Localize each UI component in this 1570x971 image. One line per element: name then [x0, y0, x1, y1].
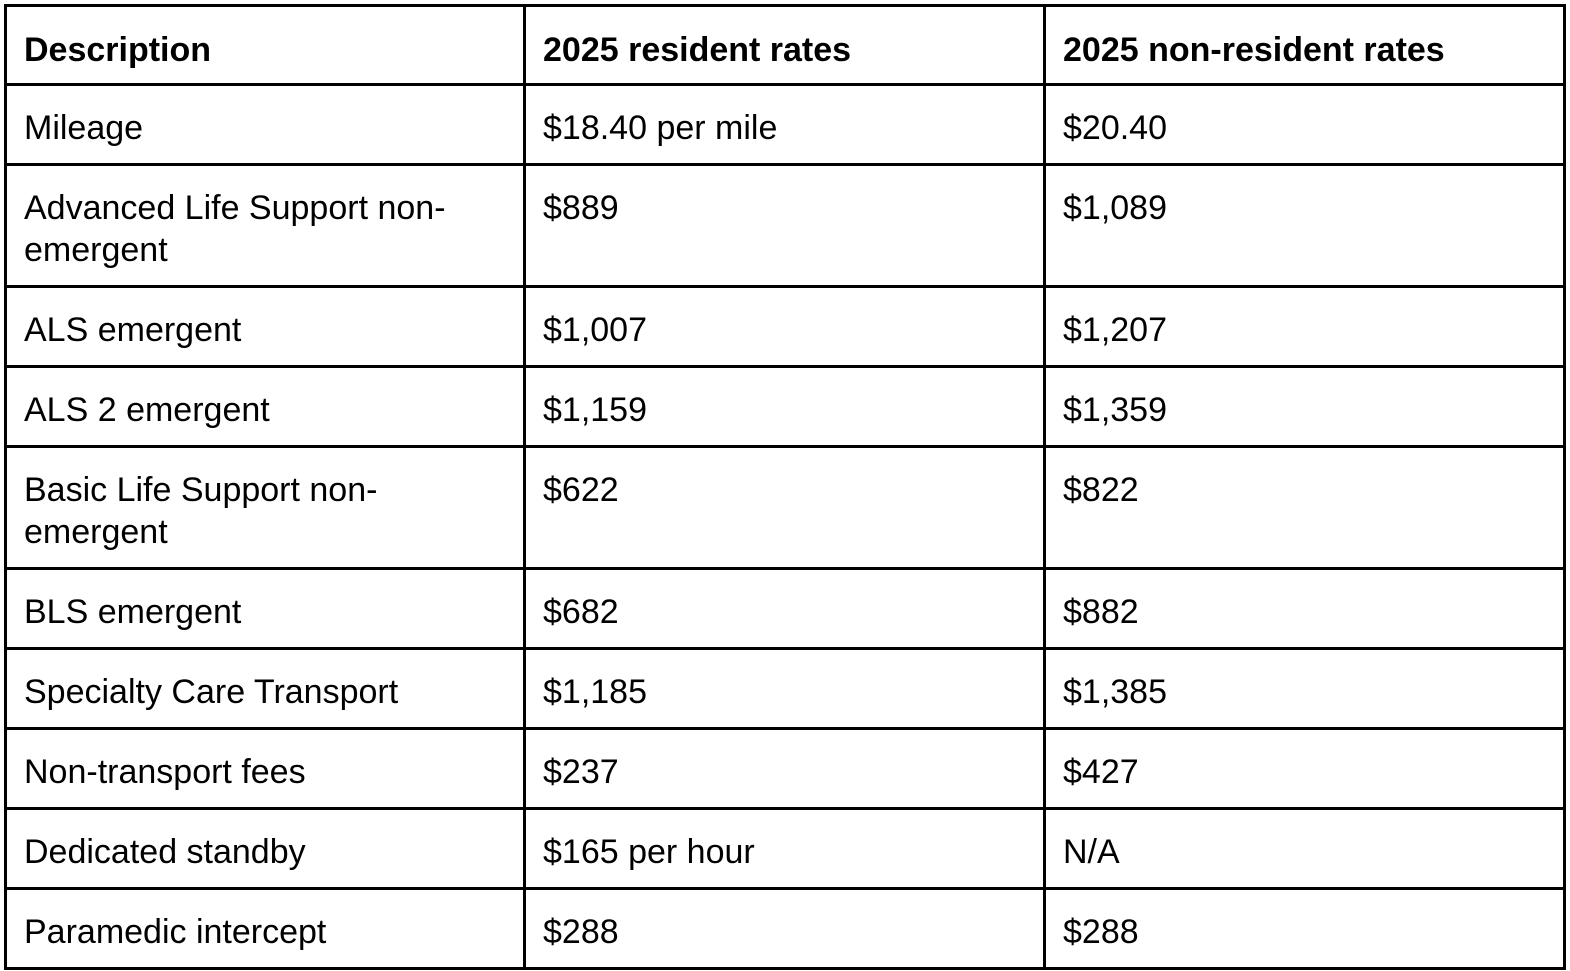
cell-resident-rate: $165 per hour: [523, 807, 1046, 890]
table-row: ALS emergent $1,007 $1,207: [4, 285, 1566, 368]
cell-resident-rate: $288: [523, 887, 1046, 970]
cell-non-resident-rate: $1,385: [1043, 647, 1566, 730]
header-row: Description 2025 resident rates 2025 non…: [4, 4, 1566, 86]
cell-description: Non-transport fees: [4, 727, 526, 810]
cell-non-resident-rate: $1,089: [1043, 163, 1566, 288]
cell-resident-rate: $18.40 per mile: [523, 83, 1046, 166]
cell-non-resident-rate: $288: [1043, 887, 1566, 970]
header-description: Description: [4, 4, 526, 86]
cell-description: ALS 2 emergent: [4, 365, 526, 448]
header-resident-rates: 2025 resident rates: [523, 4, 1046, 86]
cell-description: Basic Life Support non-emergent: [4, 445, 526, 570]
cell-non-resident-rate: $427: [1043, 727, 1566, 810]
table-row: BLS emergent $682 $882: [4, 567, 1566, 650]
cell-resident-rate: $237: [523, 727, 1046, 810]
header-non-resident-rates: 2025 non-resident rates: [1043, 4, 1566, 86]
cell-resident-rate: $889: [523, 163, 1046, 288]
rates-table: Description 2025 resident rates 2025 non…: [4, 4, 1566, 970]
table-row: Mileage $18.40 per mile $20.40: [4, 83, 1566, 166]
cell-non-resident-rate: $1,359: [1043, 365, 1566, 448]
cell-non-resident-rate: $20.40: [1043, 83, 1566, 166]
cell-description: Paramedic intercept: [4, 887, 526, 970]
cell-non-resident-rate: $1,207: [1043, 285, 1566, 368]
cell-resident-rate: $682: [523, 567, 1046, 650]
cell-description: BLS emergent: [4, 567, 526, 650]
table-row: Advanced Life Support non-emergent $889 …: [4, 163, 1566, 288]
table-row: Specialty Care Transport $1,185 $1,385: [4, 647, 1566, 730]
cell-resident-rate: $622: [523, 445, 1046, 570]
table-row: ALS 2 emergent $1,159 $1,359: [4, 365, 1566, 448]
cell-description: Dedicated standby: [4, 807, 526, 890]
cell-non-resident-rate: $822: [1043, 445, 1566, 570]
cell-non-resident-rate: N/A: [1043, 807, 1566, 890]
table-row: Non-transport fees $237 $427: [4, 727, 1566, 810]
cell-description: Specialty Care Transport: [4, 647, 526, 730]
cell-non-resident-rate: $882: [1043, 567, 1566, 650]
cell-description: Mileage: [4, 83, 526, 166]
cell-resident-rate: $1,185: [523, 647, 1046, 730]
table-row: Dedicated standby $165 per hour N/A: [4, 807, 1566, 890]
cell-resident-rate: $1,159: [523, 365, 1046, 448]
table-row: Basic Life Support non-emergent $622 $82…: [4, 445, 1566, 570]
cell-resident-rate: $1,007: [523, 285, 1046, 368]
cell-description: ALS emergent: [4, 285, 526, 368]
table-row: Paramedic intercept $288 $288: [4, 887, 1566, 970]
cell-description: Advanced Life Support non-emergent: [4, 163, 526, 288]
